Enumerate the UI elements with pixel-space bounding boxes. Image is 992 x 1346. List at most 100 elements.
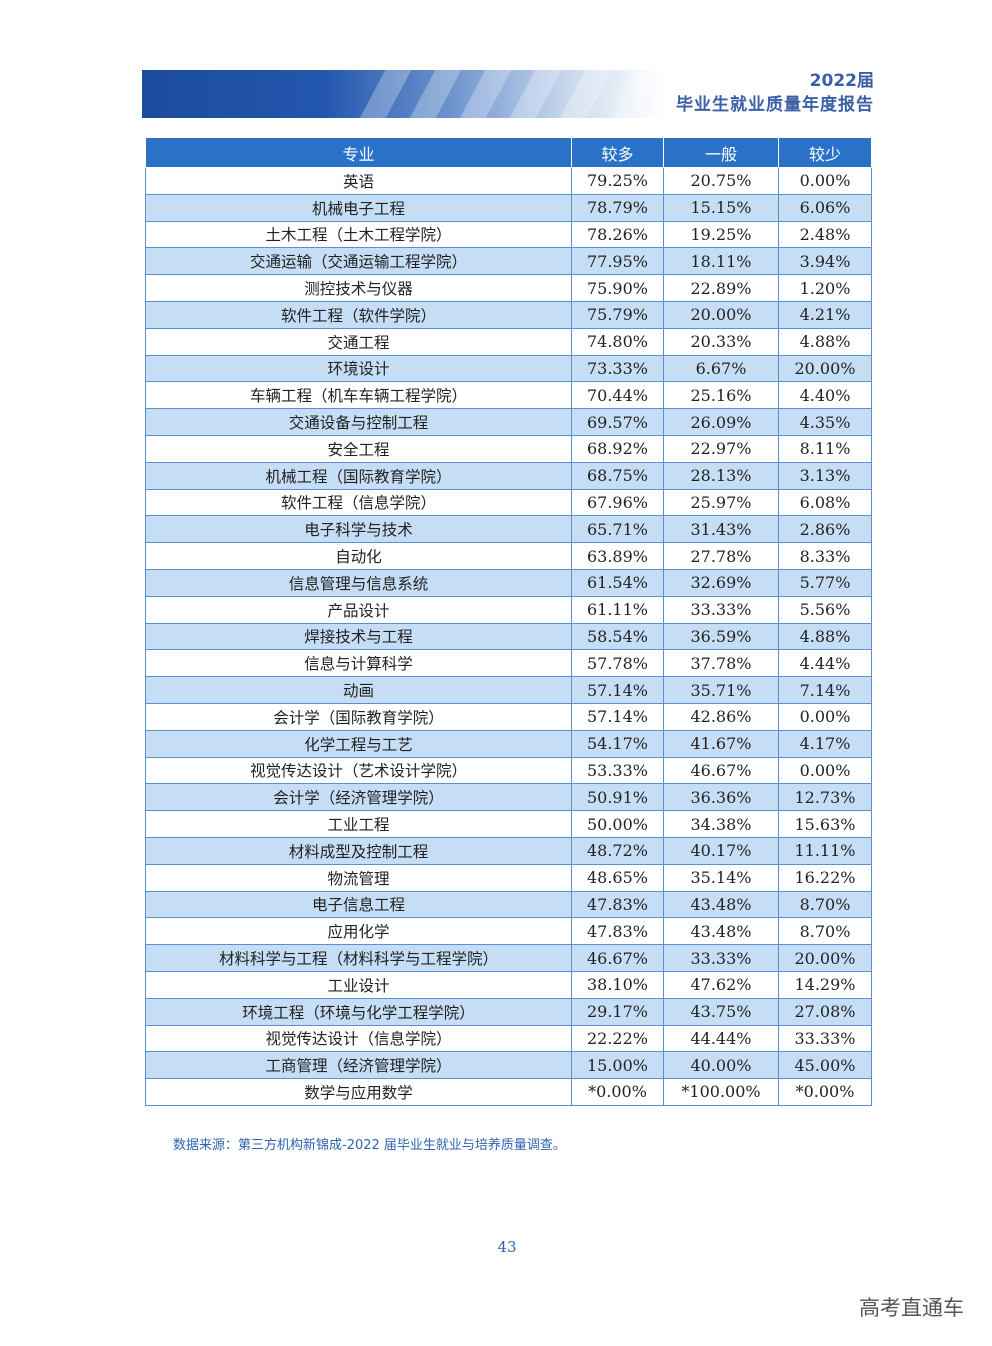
column-header-more: 较多 xyxy=(571,137,664,168)
cell-average: *100.00% xyxy=(663,1078,779,1106)
cell-average: 18.11% xyxy=(663,247,779,276)
table-row: 工商管理（经济管理学院） 15.00% 40.00% 45.00% xyxy=(145,1051,872,1080)
table-row: 工业工程 50.00% 34.38% 15.63% xyxy=(145,810,872,838)
cell-major: 交通运输（交通运输工程学院） xyxy=(145,247,572,276)
cell-average: 36.36% xyxy=(663,783,779,812)
table-row: 环境设计 73.33% 6.67% 20.00% xyxy=(145,354,872,383)
cell-major: 自动化 xyxy=(145,542,572,570)
table-row: 交通工程 74.80% 20.33% 4.88% xyxy=(145,327,872,356)
cell-less: 20.00% xyxy=(778,354,872,383)
table-row: 安全工程 68.92% 22.97% 8.11% xyxy=(145,434,872,463)
cell-average: 35.14% xyxy=(663,863,779,892)
cell-major: 视觉传达设计（信息学院） xyxy=(145,1024,572,1053)
cell-less: 11.11% xyxy=(778,836,872,865)
cell-more: 75.79% xyxy=(571,300,664,329)
cell-less: 8.70% xyxy=(778,917,872,946)
cell-less: 6.08% xyxy=(778,488,872,517)
cell-more: 68.75% xyxy=(571,461,664,490)
cell-more: 29.17% xyxy=(571,997,664,1026)
cell-more: 78.26% xyxy=(571,220,664,249)
cell-average: 43.48% xyxy=(663,890,779,919)
cell-less: 3.13% xyxy=(778,461,872,490)
cell-less: 4.21% xyxy=(778,300,872,329)
cell-more: 68.92% xyxy=(571,434,664,463)
table-row: 材料成型及控制工程 48.72% 40.17% 11.11% xyxy=(145,836,872,865)
report-subtitle: 毕业生就业质量年度报告 xyxy=(676,95,874,115)
cell-average: 19.25% xyxy=(663,220,779,249)
cell-average: 22.89% xyxy=(663,274,779,302)
cell-less: *0.00% xyxy=(778,1078,872,1106)
cell-average: 43.48% xyxy=(663,917,779,946)
cell-average: 25.97% xyxy=(663,488,779,517)
cell-average: 26.09% xyxy=(663,408,779,436)
cell-major: 会计学（国际教育学院） xyxy=(145,702,572,731)
cell-average: 41.67% xyxy=(663,729,779,758)
cell-more: 38.10% xyxy=(571,970,664,999)
cell-average: 34.38% xyxy=(663,810,779,838)
cell-average: 35.71% xyxy=(663,676,779,704)
cell-average: 46.67% xyxy=(663,756,779,785)
cell-more: 50.91% xyxy=(571,783,664,812)
cell-less: 16.22% xyxy=(778,863,872,892)
table-body: 英语 79.25% 20.75% 0.00% 机械电子工程 78.79% 15.15% 6.0… xyxy=(145,167,872,1106)
cell-more: 57.14% xyxy=(571,702,664,731)
cell-less: 0.00% xyxy=(778,702,872,731)
cell-major: 车辆工程（机车车辆工程学院） xyxy=(145,381,572,410)
cell-more: 74.80% xyxy=(571,327,664,356)
cell-major: 交通工程 xyxy=(145,327,572,356)
cell-average: 47.62% xyxy=(663,970,779,999)
cell-more: 15.00% xyxy=(571,1051,664,1080)
cell-average: 40.17% xyxy=(663,836,779,865)
cell-less: 14.29% xyxy=(778,970,872,999)
cell-less: 15.63% xyxy=(778,810,872,838)
table-row: 应用化学 47.83% 43.48% 8.70% xyxy=(145,917,872,946)
table-row: 土木工程（土木工程学院） 78.26% 19.25% 2.48% xyxy=(145,220,872,249)
cell-more: 63.89% xyxy=(571,542,664,570)
cell-more: 50.00% xyxy=(571,810,664,838)
cell-less: 4.88% xyxy=(778,622,872,651)
cell-less: 8.11% xyxy=(778,434,872,463)
cell-less: 4.40% xyxy=(778,381,872,410)
cell-more: 48.65% xyxy=(571,863,664,892)
cell-average: 31.43% xyxy=(663,515,779,544)
cell-average: 33.33% xyxy=(663,944,779,972)
cell-less: 6.06% xyxy=(778,193,872,222)
cell-average: 20.00% xyxy=(663,300,779,329)
cell-major: 测控技术与仪器 xyxy=(145,274,572,302)
major-employment-table: 专业 较多 一般 较少 英语 79.25% 20.75% 0.00% 机械电子工程 78.… xyxy=(145,137,872,1106)
cell-less: 0.00% xyxy=(778,167,872,195)
cell-major: 机械工程（国际教育学院） xyxy=(145,461,572,490)
cell-less: 8.70% xyxy=(778,890,872,919)
cell-more: 58.54% xyxy=(571,622,664,651)
table-row: 会计学（国际教育学院） 57.14% 42.86% 0.00% xyxy=(145,702,872,731)
cell-less: 5.77% xyxy=(778,568,872,597)
report-title: 2022届 毕业生就业质量年度报告 xyxy=(676,70,874,118)
cell-average: 37.78% xyxy=(663,649,779,678)
cell-major: 环境设计 xyxy=(145,354,572,383)
cell-major: 动画 xyxy=(145,676,572,704)
cell-less: 7.14% xyxy=(778,676,872,704)
cell-average: 43.75% xyxy=(663,997,779,1026)
column-header-less: 较少 xyxy=(778,137,872,168)
table-row: 数学与应用数学 *0.00% *100.00% *0.00% xyxy=(145,1078,872,1106)
cell-major: 机械电子工程 xyxy=(145,193,572,222)
cell-more: 57.14% xyxy=(571,676,664,704)
cell-major: 交通设备与控制工程 xyxy=(145,408,572,436)
cell-more: 69.57% xyxy=(571,408,664,436)
cell-average: 27.78% xyxy=(663,542,779,570)
table-row: 材料科学与工程（材料科学与工程学院） 46.67% 33.33% 20.00% xyxy=(145,944,872,972)
table-row: 机械工程（国际教育学院） 68.75% 28.13% 3.13% xyxy=(145,461,872,490)
cell-major: 视觉传达设计（艺术设计学院） xyxy=(145,756,572,785)
page-number: 43 xyxy=(497,1238,517,1256)
header-banner xyxy=(142,70,662,118)
cell-average: 6.67% xyxy=(663,354,779,383)
cell-average: 36.59% xyxy=(663,622,779,651)
cell-average: 42.86% xyxy=(663,702,779,731)
table-row: 信息管理与信息系统 61.54% 32.69% 5.77% xyxy=(145,568,872,597)
cell-average: 40.00% xyxy=(663,1051,779,1080)
cell-less: 4.44% xyxy=(778,649,872,678)
cell-more: 48.72% xyxy=(571,836,664,865)
table-row: 电子科学与技术 65.71% 31.43% 2.86% xyxy=(145,515,872,544)
cell-average: 44.44% xyxy=(663,1024,779,1053)
table-row: 自动化 63.89% 27.78% 8.33% xyxy=(145,542,872,570)
